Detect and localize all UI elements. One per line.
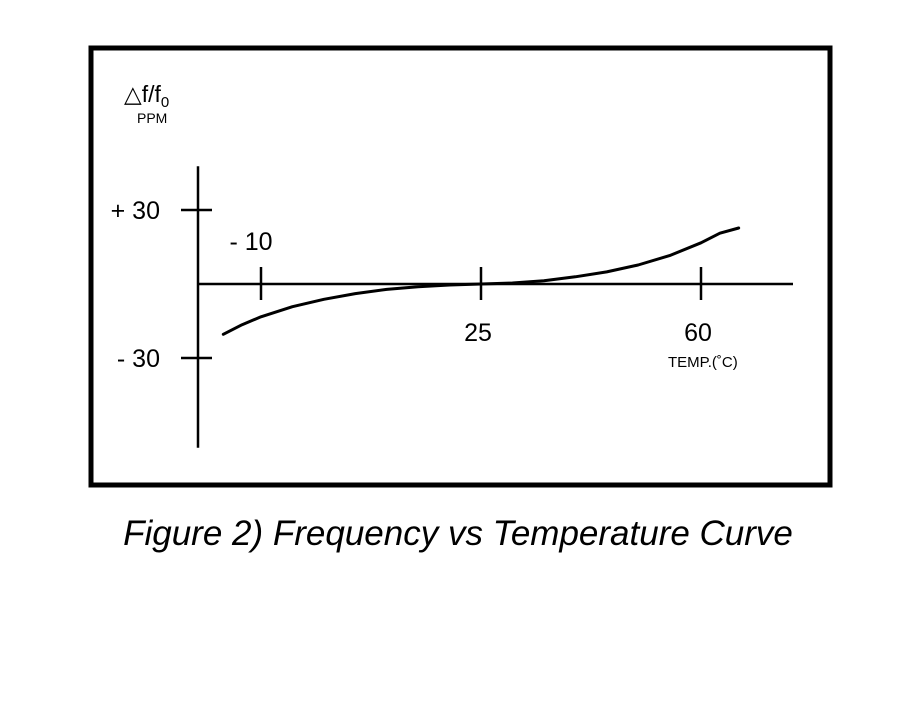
y-axis-label-main: △f/f	[124, 81, 161, 107]
y-axis-label-sub: 0	[161, 94, 169, 111]
series	[221, 226, 741, 336]
y-axis-label: △f/f0	[124, 81, 169, 111]
y-tick-label: - 30	[117, 345, 160, 373]
x-tick-label: - 10	[229, 228, 272, 256]
ticks: - 10 25 60 + 30 - 30	[111, 197, 712, 373]
x-axis-label: TEMP.(˚C)	[668, 354, 738, 371]
series-line	[221, 226, 741, 336]
x-tick-label: 60	[684, 319, 712, 347]
figure-caption: Figure 2) Frequency vs Temperature Curve	[123, 514, 793, 553]
y-axis-unit: PPM	[137, 110, 167, 126]
y-tick-label: + 30	[111, 197, 160, 225]
chart-frame	[88, 45, 833, 488]
x-tick-label: 25	[464, 319, 492, 347]
